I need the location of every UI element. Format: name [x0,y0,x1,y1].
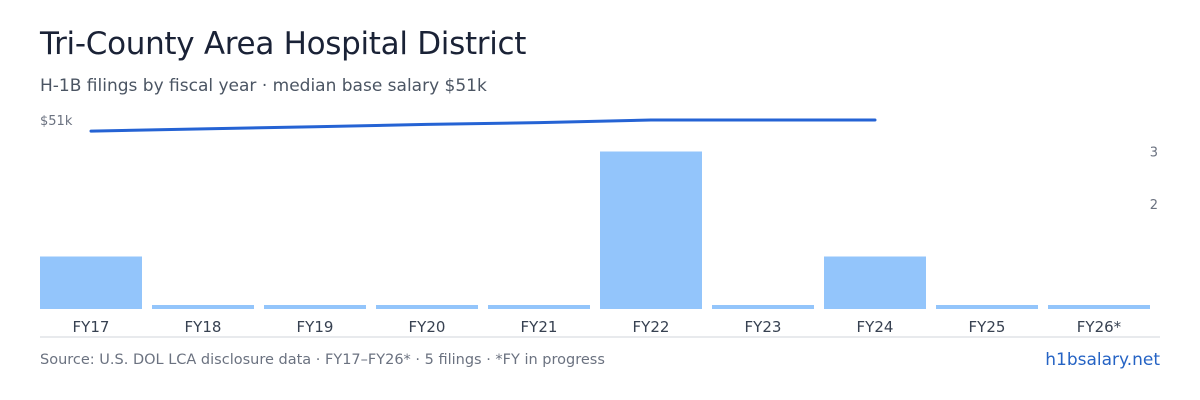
bar-fy21 [488,305,590,309]
right-tick-label: 3 [1150,146,1158,161]
bar-fy17 [40,256,142,309]
x-tick-group: FY17 FY18 FY19 FY20 FY21 FY22 FY23 FY24 FY25 FY26… [73,318,1122,336]
x-tick-label: FY23 [745,318,782,336]
x-tick-label: FY24 [857,318,894,336]
bar-fy18 [152,305,254,309]
bar-fy25 [936,305,1038,309]
x-tick-label: FY18 [185,318,222,336]
bar-fy22 [600,151,702,309]
x-tick-label: FY26* [1077,318,1122,336]
x-tick-label: FY19 [297,318,334,336]
x-tick-label: FY25 [969,318,1006,336]
chart-title: Tri-County Area Hospital District [40,26,527,62]
bar-group [40,151,1150,309]
brand-link[interactable]: h1bsalary.net [1045,350,1160,370]
right-tick-group: 32 [1150,146,1158,214]
x-tick-label: FY17 [73,318,110,336]
salary-line [89,118,877,133]
source-note: Source: U.S. DOL LCA disclosure data · F… [40,352,605,368]
chart-subtitle: H-1B filings by fiscal year · median bas… [40,76,487,96]
bar-fy20 [376,305,478,309]
bar-fy19 [264,305,366,309]
bar-fy26-in-progress [1048,305,1150,309]
left-axis-label: $51k [40,114,73,129]
x-tick-label: FY22 [633,318,670,336]
bar-fy24 [824,256,926,309]
bar-fy23 [712,305,814,309]
x-tick-label: FY20 [409,318,446,336]
x-tick-label: FY21 [521,318,558,336]
right-tick-label: 2 [1150,198,1158,213]
